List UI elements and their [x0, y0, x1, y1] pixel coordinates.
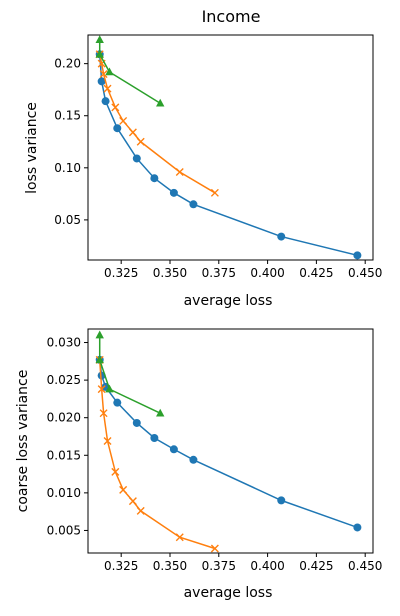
- x-tick-label: 0.400: [250, 266, 284, 280]
- y-tick-label: 0.030: [47, 336, 81, 350]
- data-point: [132, 154, 141, 163]
- income-loss-variance-chart: 0.325 0.350 0.375 0.400 0.425 0.450 0.05 0.10 0.…: [24, 34, 382, 309]
- data-point: [119, 485, 128, 494]
- data-point: [113, 124, 122, 133]
- y-tick-label: 0.025: [47, 373, 81, 387]
- data-point: [101, 97, 110, 106]
- y-tick-label: 0.20: [54, 57, 81, 71]
- data-point: [111, 103, 120, 112]
- y-tick-label: 0.10: [54, 161, 81, 175]
- data-point: [189, 455, 198, 464]
- series-1: [95, 355, 362, 532]
- data-point: [277, 496, 286, 505]
- y-tick-label: 0.05: [54, 213, 81, 227]
- series-line: [98, 54, 358, 257]
- data-point: [189, 200, 198, 209]
- x-tick-label: 0.450: [348, 266, 382, 280]
- data-point: [113, 398, 122, 407]
- data-point: [99, 70, 108, 79]
- y-tick-label: 0.15: [54, 109, 81, 123]
- plot-area-loss-variance: 0.325 0.350 0.375 0.400 0.425 0.450 0.05 0.10 0.…: [54, 35, 382, 280]
- x-tick-label: 0.375: [202, 559, 236, 573]
- y-tick-label: 0.020: [47, 411, 81, 425]
- data-point: [111, 467, 120, 476]
- data-point: [169, 445, 178, 454]
- x-tick-label: 0.325: [104, 559, 138, 573]
- x-axis-label: average loss: [184, 585, 273, 601]
- series-line: [98, 39, 161, 104]
- data-point: [175, 533, 184, 542]
- x-tick-label: 0.400: [250, 559, 284, 573]
- x-tick-label: 0.325: [104, 266, 138, 280]
- x-tick-label: 0.425: [299, 559, 333, 573]
- data-point: [119, 116, 128, 125]
- data-point: [132, 418, 141, 427]
- series-3: [95, 330, 165, 417]
- series-1: [95, 50, 362, 260]
- data-point: [277, 232, 286, 241]
- x-tick-label: 0.350: [153, 559, 187, 573]
- data-point: [150, 433, 159, 442]
- data-point: [103, 437, 112, 445]
- y-tick-label: 0.010: [47, 486, 81, 500]
- data-point: [156, 408, 165, 417]
- data-point: [103, 84, 112, 93]
- x-tick-label: 0.350: [153, 266, 187, 280]
- plot-area-coarse-loss-variance: 0.325 0.350 0.375 0.400 0.425 0.450 0.005 0.010…: [47, 330, 382, 573]
- x-tick-label: 0.375: [202, 266, 236, 280]
- data-point: [128, 497, 137, 506]
- series-line: [98, 335, 161, 414]
- data-point: [128, 128, 137, 137]
- y-axis-label: coarse loss variance: [15, 370, 31, 513]
- data-point: [95, 35, 104, 43]
- data-point: [95, 355, 104, 364]
- data-point: [175, 167, 184, 176]
- data-point: [105, 384, 114, 393]
- data-point: [353, 251, 362, 260]
- series-line: [98, 54, 216, 194]
- series-3: [95, 35, 165, 107]
- data-point: [353, 523, 362, 532]
- data-point: [97, 385, 106, 394]
- x-tick-label: 0.450: [348, 559, 382, 573]
- y-tick-label: 0.015: [47, 448, 81, 462]
- series-2: [95, 355, 219, 553]
- axes-frame: [87, 328, 374, 554]
- data-point: [136, 506, 145, 515]
- data-point: [97, 77, 106, 86]
- x-tick-label: 0.425: [299, 266, 333, 280]
- data-point: [210, 188, 219, 197]
- figure-title: Income: [202, 7, 261, 26]
- data-point: [156, 98, 165, 107]
- series-2: [95, 50, 219, 197]
- y-axis-label: loss variance: [24, 102, 40, 194]
- data-point: [150, 174, 159, 183]
- data-point: [95, 330, 104, 339]
- data-point: [136, 137, 145, 146]
- data-point: [99, 409, 108, 418]
- y-tick-label: 0.005: [47, 523, 81, 537]
- coarse-loss-variance-chart: 0.325 0.350 0.375 0.400 0.425 0.450 0.005 0.010…: [15, 328, 382, 601]
- data-point: [210, 544, 219, 553]
- axes-frame: [87, 34, 374, 261]
- data-point: [105, 67, 114, 76]
- series-line: [98, 359, 358, 529]
- data-point: [95, 49, 104, 58]
- data-point: [169, 188, 178, 197]
- x-axis-label: average loss: [184, 293, 273, 309]
- series-line: [98, 359, 216, 550]
